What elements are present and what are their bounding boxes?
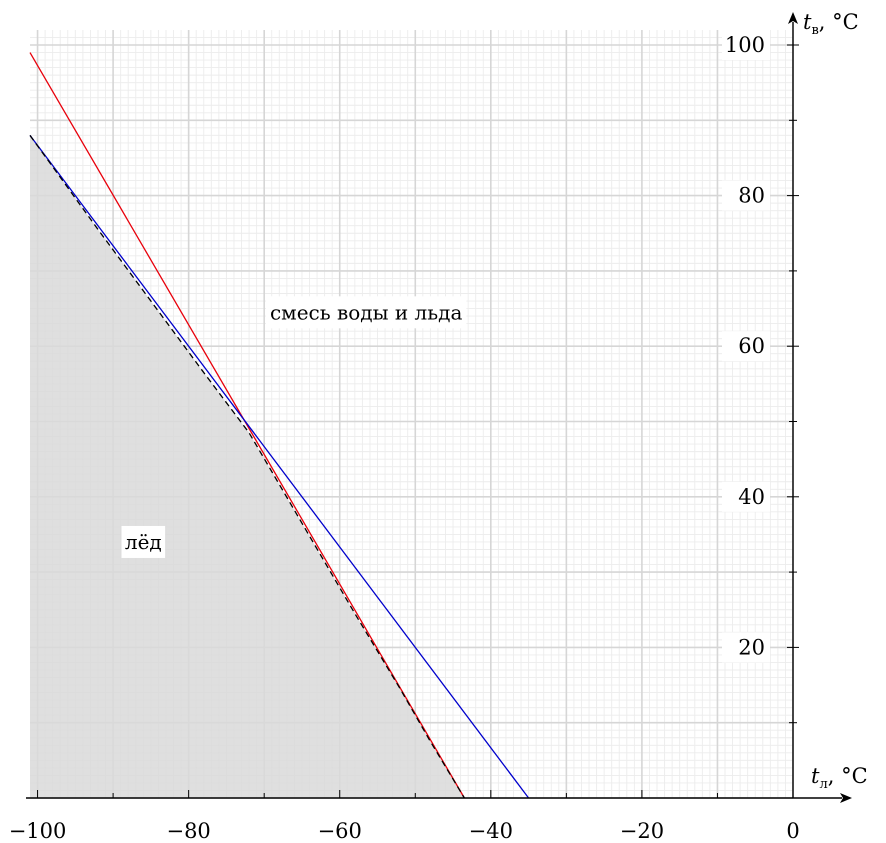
- x-tick-label: −80: [166, 819, 210, 843]
- x-tick-label: 0: [786, 819, 799, 843]
- x-axis-title: tл, °C: [811, 764, 868, 792]
- y-tick-label: 20: [738, 635, 765, 659]
- x-tick-label: −20: [620, 819, 664, 843]
- x-tick-label: −100: [9, 819, 67, 843]
- x-tick-label: −40: [469, 819, 513, 843]
- y-tick-label: 40: [738, 485, 765, 509]
- x-tick-label: −60: [318, 819, 362, 843]
- region-label-mixture: смесь воды и льда: [270, 300, 463, 324]
- y-tick-label: 60: [738, 334, 765, 358]
- y-tick-label: 80: [738, 184, 765, 208]
- y-tick-label: 100: [725, 33, 765, 57]
- y-axis-title: tв, °C: [803, 10, 859, 38]
- region-label-ice: лёд: [125, 530, 162, 554]
